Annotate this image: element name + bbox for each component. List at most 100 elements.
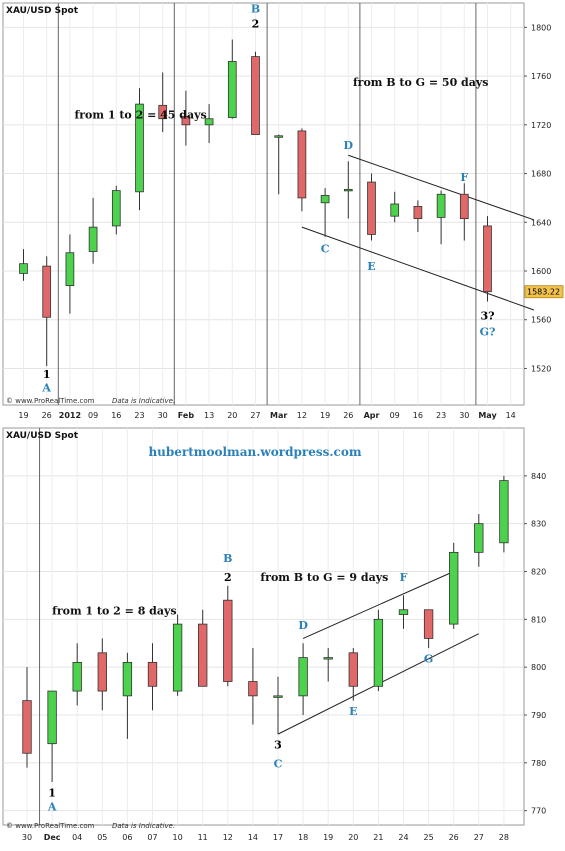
- x-tick-label: 19: [320, 411, 330, 420]
- x-tick-label: 09: [88, 411, 98, 420]
- chart-panel-top: 1520 1560 1600 1640 1680 1720 1760 1800 19 26 2012…: [0, 0, 565, 425]
- x-tick-label: 07: [147, 833, 157, 842]
- plot-area: [2, 427, 525, 826]
- annotation-text: from 1 to 2 = 8 days: [52, 605, 176, 618]
- x-tick-label: 11: [198, 833, 208, 842]
- candle-body-down: [251, 56, 260, 135]
- candle: [449, 542, 459, 629]
- y-tick-label: 820: [531, 567, 546, 576]
- candle: [390, 191, 400, 223]
- wave-label: E: [367, 260, 375, 273]
- wave-label: A: [47, 801, 57, 814]
- candle-body-up: [122, 661, 133, 697]
- candle-body-down: [483, 225, 492, 293]
- candle: [367, 173, 376, 241]
- x-tick-label: 13: [204, 411, 214, 420]
- candle: [459, 183, 469, 241]
- candle: [42, 256, 52, 367]
- candle-body-up: [172, 623, 183, 692]
- candle-body-up: [390, 203, 400, 217]
- candle-body-down: [248, 681, 258, 697]
- x-tick-label: 20: [348, 833, 358, 842]
- candle-body-up: [72, 661, 82, 692]
- candle-body-down: [42, 265, 52, 318]
- wave-label: B: [223, 552, 232, 565]
- candle: [111, 185, 121, 235]
- candle-body-up: [273, 695, 283, 698]
- annotation-text: from 1 to 2 = 45 days: [75, 109, 207, 122]
- candle: [320, 188, 330, 237]
- y-tick-label: 780: [531, 759, 546, 768]
- y-tick-label: 1680: [531, 170, 551, 179]
- x-tick-label: 19: [323, 833, 333, 842]
- candle: [122, 652, 133, 739]
- y-tick-label: 1760: [531, 72, 551, 81]
- candle-body-up: [274, 135, 284, 138]
- candle-body-up: [135, 103, 144, 193]
- candle-body-up: [398, 609, 409, 615]
- candle: [88, 197, 98, 264]
- candle-body-up: [343, 188, 353, 192]
- candle-body-down: [198, 623, 208, 687]
- disclaimer: Data is Indicative.: [112, 397, 175, 405]
- candle-body-down: [158, 104, 168, 120]
- candle: [172, 614, 183, 696]
- x-tick-label: 10: [173, 833, 183, 842]
- wave-label: G?: [480, 326, 496, 339]
- x-tick-label: 18: [298, 833, 308, 842]
- y-tick-label: 1560: [531, 316, 551, 325]
- x-tick-label: Apr: [364, 411, 380, 420]
- candle-body-down: [22, 700, 32, 754]
- channel-line: [348, 154, 535, 221]
- candle-body-down: [423, 609, 434, 639]
- x-tick-label: 21: [373, 833, 383, 842]
- y-tick-label: 1800: [531, 23, 551, 32]
- candle: [251, 51, 260, 135]
- candle: [135, 88, 144, 211]
- candle-body-down: [223, 599, 233, 682]
- watermark: © www.ProRealTime.com: [6, 397, 95, 405]
- x-tick-label: 2012: [59, 411, 81, 420]
- candle: [483, 216, 492, 302]
- candle-body-up: [373, 618, 384, 687]
- candle-body-down: [348, 652, 358, 687]
- wave-label: A: [41, 382, 51, 395]
- y-tick-label: 790: [531, 711, 546, 720]
- candle-body-up: [19, 263, 28, 274]
- candle-body-down: [181, 115, 191, 126]
- annotation-text: from B to G = 9 days: [260, 571, 388, 584]
- candle: [348, 648, 358, 701]
- x-tick-label: 09: [390, 411, 400, 420]
- candle-body-down: [97, 652, 107, 692]
- wave-label: D: [298, 619, 308, 632]
- candle-body-up: [204, 118, 214, 126]
- candle: [181, 90, 191, 146]
- chart-panel-bottom: 770 780 790 800 810 820 830 840 30 Dec 04 05 06 07 10 1…: [0, 425, 565, 851]
- x-tick-label: 20: [227, 411, 237, 420]
- x-tick-label: 25: [424, 833, 434, 842]
- wave-label: B: [251, 3, 260, 16]
- candle: [47, 690, 57, 782]
- x-tick-label: 14: [506, 411, 516, 420]
- candle-body-up: [298, 657, 308, 697]
- candle-body-up: [227, 61, 237, 118]
- candle: [19, 249, 28, 281]
- wave-label: E: [349, 705, 357, 718]
- plot-area: [2, 2, 525, 406]
- x-tick-label: Mar: [270, 411, 287, 420]
- x-tick-label: 27: [474, 833, 484, 842]
- candle: [499, 475, 509, 553]
- y-tick-label: 800: [531, 663, 546, 672]
- current-price-tag: [524, 285, 564, 299]
- candle-body-up: [65, 252, 75, 287]
- candlestick-chart-bottom: 770 780 790 800 810 820 830 840 30 Dec 04 05 06 07 10 1…: [2, 427, 546, 842]
- candle: [273, 676, 283, 735]
- channel-line: [302, 571, 454, 639]
- candle-body-up: [474, 523, 484, 553]
- x-tick-label: 23: [436, 411, 446, 420]
- site-label: hubertmoolman.wordpress.com: [148, 445, 361, 459]
- x-tick-label: 12: [297, 411, 307, 420]
- annotation-text: from B to G = 50 days: [353, 76, 489, 89]
- candle: [323, 648, 333, 682]
